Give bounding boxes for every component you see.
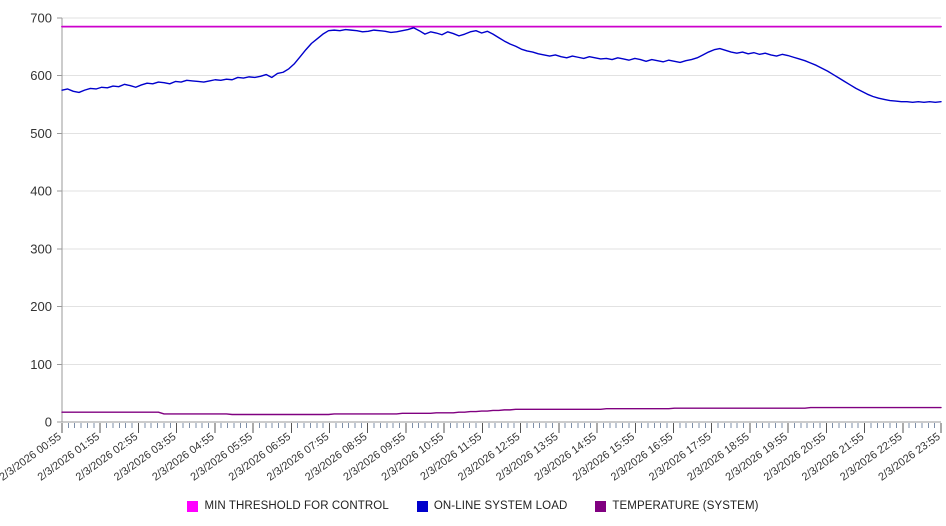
y-axis-tick-label: 200	[30, 299, 52, 314]
legend-item[interactable]: TEMPERATURE (SYSTEM)	[595, 500, 758, 512]
legend-item[interactable]: MIN THRESHOLD FOR CONTROL	[187, 500, 389, 512]
series-line-1	[61, 27, 942, 103]
y-axis-tick-label: 700	[30, 11, 52, 26]
legend-item[interactable]: ON-LINE SYSTEM LOAD	[416, 500, 568, 512]
y-axis-tick-label: 0	[45, 415, 52, 430]
y-axis-tick-label: 100	[30, 357, 52, 372]
legend-swatch-icon	[187, 500, 199, 512]
x-axis-tick-label: 2/3/2026 00:55	[0, 431, 64, 484]
legend-swatch-icon	[595, 500, 607, 512]
y-axis-tick-label: 300	[30, 241, 52, 256]
chart-legend: MIN THRESHOLD FOR CONTROL ON-LINE SYSTEM …	[0, 494, 946, 518]
legend-swatch-icon	[416, 500, 428, 512]
series-line-2	[61, 406, 942, 416]
y-axis-tick-label: 400	[30, 184, 52, 199]
y-axis-tick-label: 500	[30, 126, 52, 141]
y-axis-tick-label: 600	[30, 68, 52, 83]
legend-label: MIN THRESHOLD FOR CONTROL	[204, 500, 389, 512]
legend-label: ON-LINE SYSTEM LOAD	[433, 500, 568, 512]
legend-label: TEMPERATURE (SYSTEM)	[612, 500, 759, 512]
